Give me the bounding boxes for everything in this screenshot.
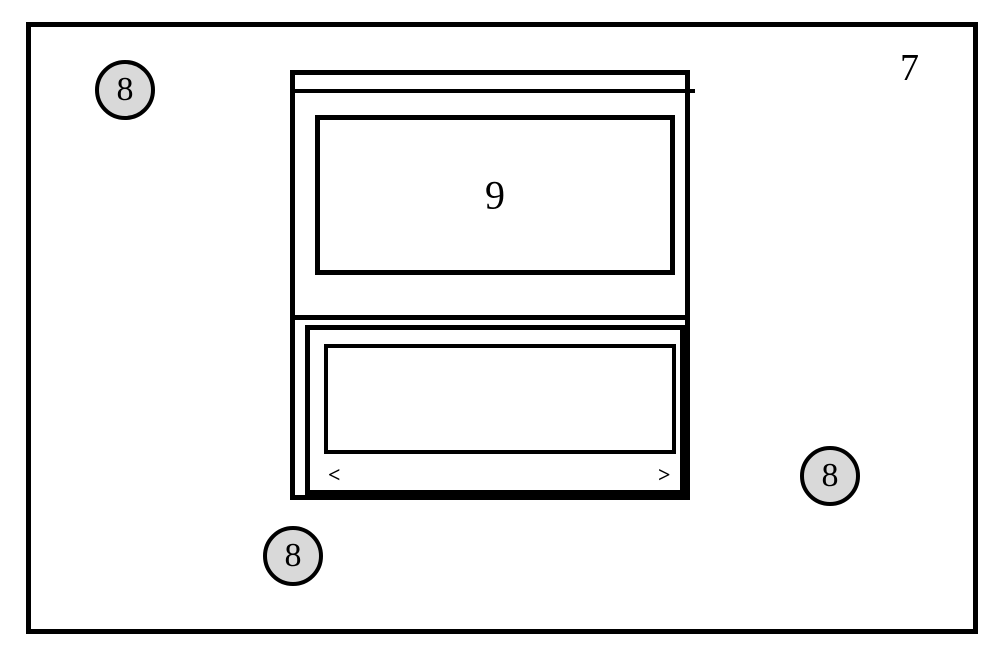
circle-marker-label: 8 [822,457,839,495]
label-9: 9 [485,172,505,219]
window-frame: 9 < > [290,70,690,500]
lower-panel-inner-rect [324,344,676,454]
circle-marker-8-top-left: 8 [95,60,155,120]
circle-marker-8-bottom-left: 8 [263,526,323,586]
window-divider [295,315,685,320]
circle-marker-label: 8 [117,71,134,109]
upper-panel: 9 [315,115,675,275]
circle-marker-8-right: 8 [800,446,860,506]
window-titlebar-line [295,89,695,93]
lower-panel: < > [305,325,685,495]
circle-marker-label: 8 [285,537,302,575]
label-7: 7 [900,46,919,90]
diagram-canvas: 7 8 8 8 9 < > [0,0,1000,662]
scroll-right-icon[interactable]: > [658,462,671,488]
scroll-left-icon[interactable]: < [328,462,341,488]
